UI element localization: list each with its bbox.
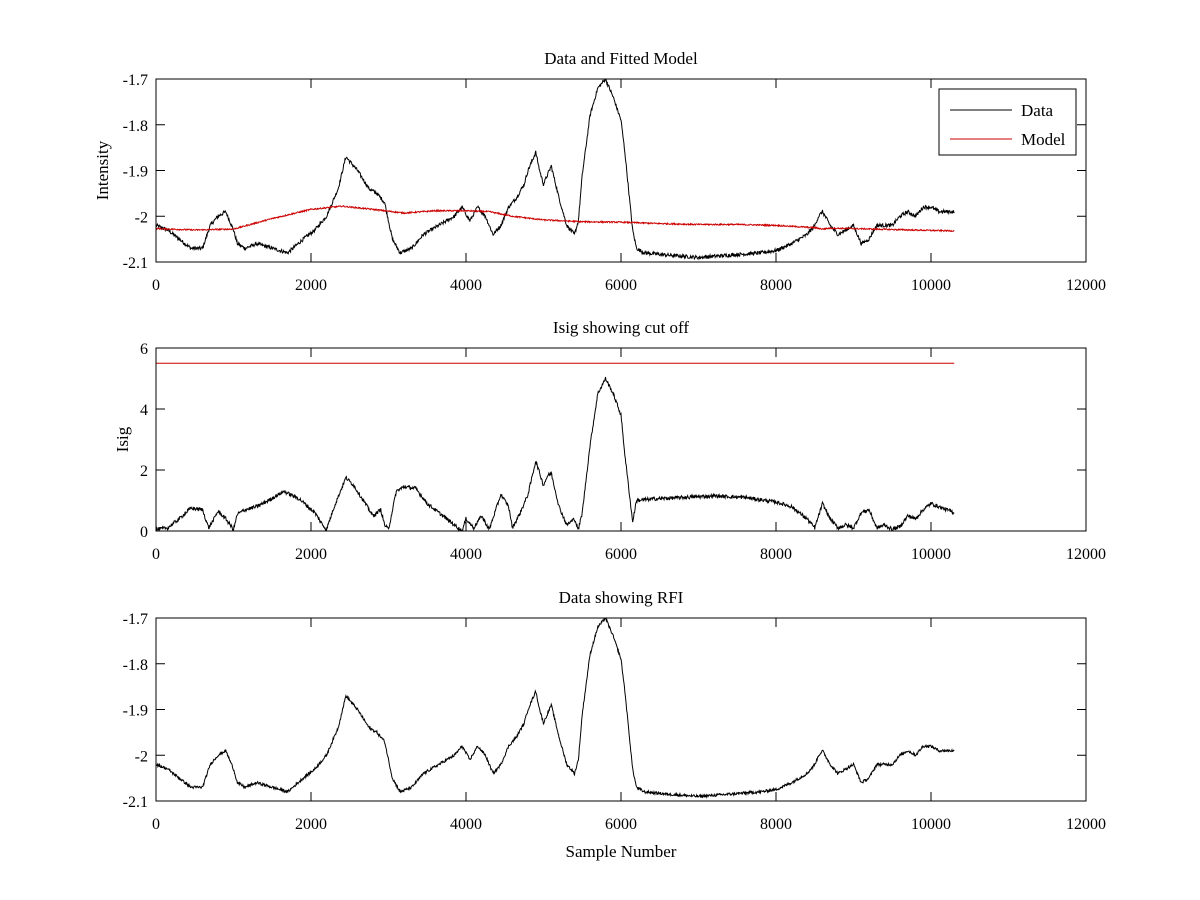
y-tick-label: -1.9: [123, 164, 148, 181]
y-axis-label: Intensity: [93, 140, 112, 200]
y-tick-label: -1.7: [123, 72, 148, 89]
series-line-1: [156, 376, 955, 531]
legend: Data Model: [938, 88, 1077, 156]
panel-1: 0 2000 4000 6000 8000 10000 12000 -2.1 -2 -1.9 -1.…: [93, 49, 1106, 294]
x-tick-label: 12000: [1066, 546, 1106, 563]
x-tick-label: 6000: [605, 277, 637, 294]
series-line-1: [156, 79, 955, 261]
x-tick-label: 8000: [760, 277, 792, 294]
y-tick-label: -1.7: [123, 611, 148, 628]
y-tick-label: -2.1: [123, 255, 148, 272]
x-tick-label: 4000: [450, 277, 482, 294]
y-tick-label: -1.8: [123, 118, 148, 135]
x-axis-label: Sample Number: [566, 842, 677, 861]
chart-title: Data and Fitted Model: [544, 49, 698, 68]
legend-entry: Model: [1021, 130, 1066, 149]
x-tick-label: 0: [152, 277, 160, 294]
x-tick-label: 0: [152, 546, 160, 563]
y-tick-label: 0: [140, 524, 148, 541]
x-tick-label: 10000: [911, 816, 951, 833]
y-tick-label: -2: [135, 748, 148, 765]
chart-title: Isig showing cut off: [553, 318, 689, 337]
y-tick-label: -1.8: [123, 657, 148, 674]
x-tick-label: 2000: [295, 546, 327, 563]
y-tick-label: -2: [135, 209, 148, 226]
x-tick-label: 6000: [605, 546, 637, 563]
y-tick-label: -2.1: [123, 794, 148, 811]
chart-title: Data showing RFI: [559, 588, 684, 607]
legend-box: [938, 88, 1077, 156]
x-tick-label: 12000: [1066, 277, 1106, 294]
series-line-2: [156, 204, 955, 233]
panel-3: 0 2000 4000 6000 8000 10000 12000 -2.1 -2 -1.9 -1.…: [123, 588, 1106, 861]
y-axis-label: Isig: [113, 426, 132, 452]
y-tick-label: 2: [140, 463, 148, 480]
x-tick-label: 8000: [760, 546, 792, 563]
x-tick-label: 6000: [605, 816, 637, 833]
x-tick-label: 2000: [295, 816, 327, 833]
x-tick-label: 2000: [295, 277, 327, 294]
y-tick-label: -1.9: [123, 703, 148, 720]
x-tick-label: 0: [152, 816, 160, 833]
panel-2: 0 2000 4000 6000 8000 10000 12000 0 2 4 6 Isig show…: [113, 318, 1106, 563]
legend-entry: Data: [1021, 101, 1054, 120]
y-tick-label: 4: [140, 402, 148, 419]
x-tick-label: 8000: [760, 816, 792, 833]
x-tick-label: 4000: [450, 816, 482, 833]
x-tick-label: 12000: [1066, 816, 1106, 833]
axes-box: [155, 347, 1087, 532]
y-tick-label: 6: [140, 341, 148, 358]
axes-box: [155, 617, 1087, 802]
x-tick-label: 4000: [450, 546, 482, 563]
x-tick-label: 10000: [911, 546, 951, 563]
series-line-1: [156, 618, 955, 799]
x-tick-label: 10000: [911, 277, 951, 294]
